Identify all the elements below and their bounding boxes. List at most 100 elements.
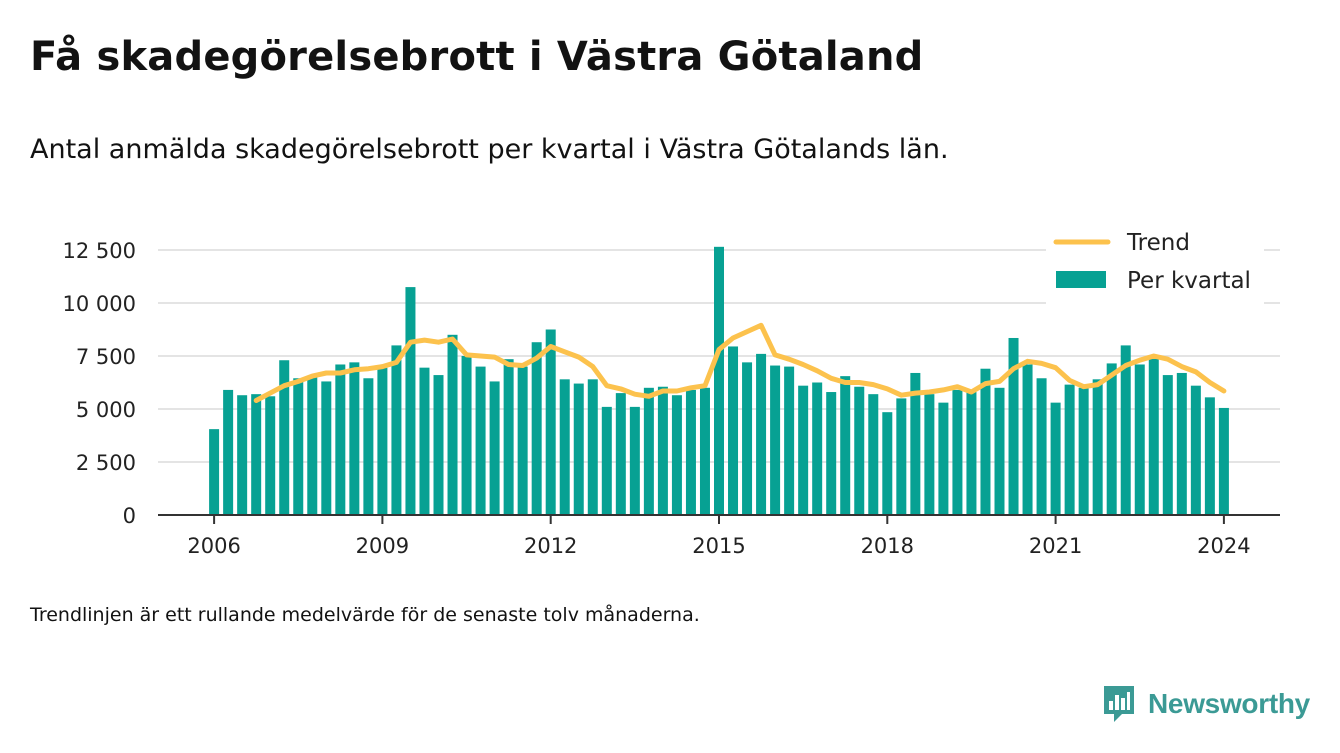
legend-background bbox=[1046, 222, 1264, 304]
bar-per-kvartal bbox=[742, 362, 753, 515]
bar-per-kvartal bbox=[1050, 402, 1061, 515]
bar-per-kvartal bbox=[1078, 387, 1089, 515]
bar-per-kvartal bbox=[1218, 407, 1229, 515]
bar-per-kvartal bbox=[1120, 345, 1131, 515]
bar-per-kvartal bbox=[531, 342, 542, 515]
y-tick-label: 5 000 bbox=[76, 398, 136, 422]
x-tick-label: 2015 bbox=[692, 534, 745, 558]
x-tick-label: 2018 bbox=[861, 534, 914, 558]
y-tick-label: 10 000 bbox=[63, 292, 136, 316]
x-axis bbox=[158, 514, 1280, 524]
bar-per-kvartal bbox=[517, 366, 528, 515]
bar-per-kvartal bbox=[1162, 375, 1173, 515]
bar-per-kvartal bbox=[756, 353, 767, 515]
bar-per-kvartal bbox=[896, 398, 907, 515]
bar-per-kvartal bbox=[1176, 372, 1187, 515]
chart-footnote: Trendlinjen är ett rullande medelvärde f… bbox=[30, 604, 700, 626]
y-tick-label: 12 500 bbox=[63, 239, 136, 263]
bar-per-kvartal bbox=[1106, 363, 1117, 515]
bar-per-kvartal bbox=[643, 387, 654, 515]
y-tick-label: 2 500 bbox=[76, 451, 136, 475]
bar-per-kvartal bbox=[503, 359, 514, 515]
y-axis-tick-labels: 0 2 500 5 000 7 500 10 000 12 500 bbox=[63, 239, 136, 528]
bar-series-per-kvartal bbox=[209, 246, 1229, 515]
y-tick-label: 7 500 bbox=[76, 345, 136, 369]
bar-per-kvartal bbox=[461, 356, 472, 515]
bar-per-kvartal bbox=[952, 389, 963, 515]
bar-per-kvartal bbox=[335, 364, 346, 515]
newsworthy-brand-name: Newsworthy bbox=[1148, 688, 1310, 719]
trend-line bbox=[253, 322, 1227, 403]
bar-per-kvartal bbox=[475, 366, 486, 515]
bar-per-kvartal bbox=[1064, 384, 1075, 515]
y-tick-label: 0 bbox=[123, 504, 136, 528]
bar-per-kvartal bbox=[994, 387, 1005, 515]
legend-bar-label: Per kvartal bbox=[1127, 268, 1251, 294]
bar-per-kvartal bbox=[363, 378, 374, 515]
bar-per-kvartal bbox=[1134, 364, 1145, 515]
legend-bar-swatch bbox=[1056, 271, 1106, 288]
x-tick-label: 2012 bbox=[524, 534, 577, 558]
bar-per-kvartal bbox=[587, 379, 598, 515]
bar-per-kvartal bbox=[615, 393, 626, 515]
bar-per-kvartal bbox=[447, 334, 458, 515]
bar-per-kvartal bbox=[377, 367, 388, 515]
bar-per-kvartal bbox=[601, 406, 612, 515]
bar-per-kvartal bbox=[629, 406, 640, 515]
line-series-trend bbox=[253, 322, 1227, 403]
bar-per-kvartal bbox=[1092, 379, 1103, 515]
bar-per-kvartal bbox=[433, 375, 444, 515]
bar-per-kvartal bbox=[237, 395, 248, 515]
bar-per-kvartal bbox=[966, 392, 977, 515]
bar-per-kvartal bbox=[980, 368, 991, 515]
bar-per-kvartal bbox=[685, 389, 696, 515]
bar-per-kvartal bbox=[573, 383, 584, 515]
bar-per-kvartal bbox=[251, 394, 262, 515]
legend-trend-label: Trend bbox=[1126, 230, 1190, 256]
bar-per-kvartal bbox=[826, 392, 837, 515]
x-tick-label: 2024 bbox=[1197, 534, 1250, 558]
chart-title: Få skadegörelsebrott i Västra Götaland bbox=[30, 34, 924, 80]
bar-per-kvartal bbox=[419, 367, 430, 515]
bar-per-kvartal bbox=[798, 385, 809, 515]
bar-per-kvartal bbox=[657, 386, 668, 515]
bar-per-kvartal bbox=[1022, 364, 1033, 515]
bar-per-kvartal bbox=[279, 360, 290, 515]
x-tick-label: 2021 bbox=[1029, 534, 1082, 558]
bar-per-kvartal bbox=[489, 381, 500, 515]
bar-per-kvartal bbox=[812, 382, 823, 515]
chart: 0 2 500 5 000 7 500 10 000 12 500 2006 2009 201… bbox=[62, 222, 1280, 558]
bar-per-kvartal bbox=[910, 372, 921, 515]
bar-per-kvartal bbox=[559, 379, 570, 515]
bar-per-kvartal bbox=[882, 412, 893, 515]
bar-per-kvartal bbox=[391, 345, 402, 515]
bar-per-kvartal bbox=[938, 402, 949, 515]
newsworthy-logo-icon bbox=[1104, 686, 1134, 722]
bar-per-kvartal bbox=[728, 346, 739, 515]
x-axis-tick-labels: 2006 2009 2012 2015 2018 2021 2024 bbox=[187, 534, 1250, 558]
bar-per-kvartal bbox=[405, 287, 416, 515]
bar-per-kvartal bbox=[784, 366, 795, 515]
bar-per-kvartal bbox=[545, 329, 556, 515]
bar-per-kvartal bbox=[840, 376, 851, 515]
bar-per-kvartal bbox=[868, 394, 879, 515]
bar-per-kvartal bbox=[209, 429, 220, 515]
bar-per-kvartal bbox=[307, 376, 318, 515]
bar-per-kvartal bbox=[321, 381, 332, 515]
bar-per-kvartal bbox=[265, 396, 276, 515]
bar-per-kvartal bbox=[1204, 397, 1215, 515]
newsworthy-brand: Newsworthy bbox=[1102, 682, 1310, 726]
x-tick-label: 2006 bbox=[187, 534, 240, 558]
bar-per-kvartal bbox=[293, 378, 304, 515]
bar-per-kvartal bbox=[1008, 337, 1019, 515]
bar-per-kvartal bbox=[1190, 385, 1201, 515]
bar-per-kvartal bbox=[924, 394, 935, 515]
bar-per-kvartal bbox=[671, 395, 682, 515]
bar-per-kvartal bbox=[770, 365, 781, 515]
bar-per-kvartal bbox=[854, 386, 865, 515]
legend: Trend Per kvartal bbox=[1046, 222, 1264, 304]
bar-per-kvartal bbox=[699, 387, 710, 515]
x-tick-label: 2009 bbox=[356, 534, 409, 558]
bar-per-kvartal bbox=[349, 362, 360, 515]
bar-per-kvartal bbox=[223, 389, 234, 515]
